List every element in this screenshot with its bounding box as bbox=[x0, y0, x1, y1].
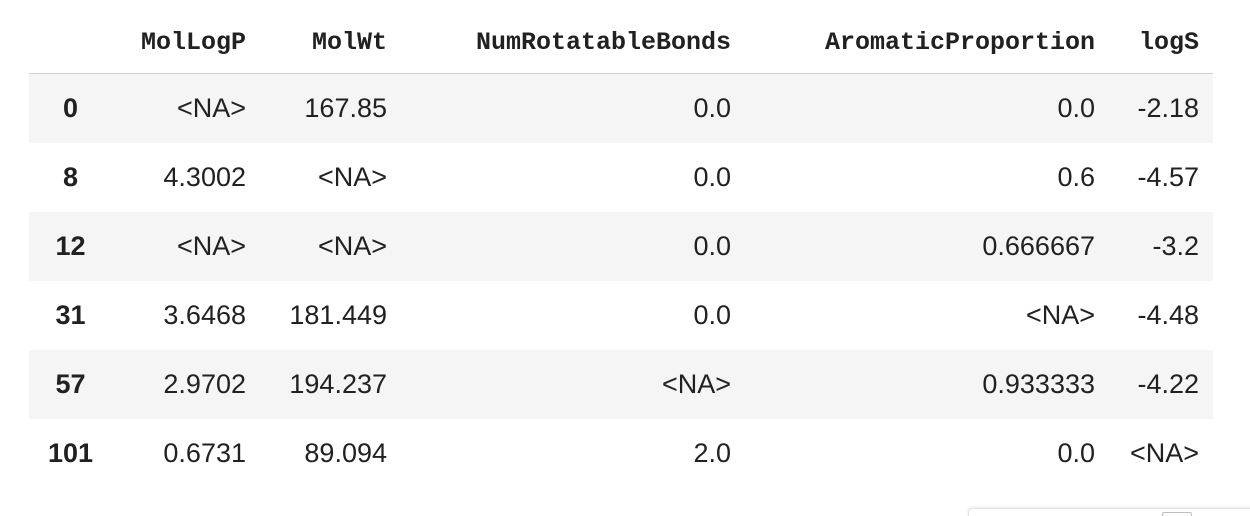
row-index: 31 bbox=[55, 300, 86, 330]
table-cell: 0.933333 bbox=[982, 369, 1095, 399]
table-cell: 0.6731 bbox=[163, 438, 246, 468]
table-cell: 167.85 bbox=[304, 93, 387, 123]
column-header-logs: logS bbox=[1109, 11, 1213, 74]
table-row: 12 <NA> <NA> 0.0 0.666667 -3.2 bbox=[29, 212, 1213, 281]
table-cell: 0.0 bbox=[1057, 438, 1095, 468]
table-cell: 4.3002 bbox=[163, 162, 246, 192]
table-cell: 0.666667 bbox=[982, 231, 1095, 261]
table-cell: -4.48 bbox=[1137, 300, 1199, 330]
table-row: 0 <NA> 167.85 0.0 0.0 -2.18 bbox=[29, 73, 1213, 143]
table-cell: <NA> bbox=[317, 231, 387, 261]
table-row: 57 2.9702 194.237 <NA> 0.933333 -4.22 bbox=[29, 350, 1213, 419]
table-row: 101 0.6731 89.094 2.0 0.0 <NA> bbox=[29, 419, 1213, 488]
table-cell: 2.0 bbox=[693, 438, 731, 468]
row-index: 0 bbox=[62, 93, 79, 123]
table-cell: <NA> bbox=[661, 369, 731, 399]
table-row: 8 4.3002 <NA> 0.0 0.6 -4.57 bbox=[29, 143, 1213, 212]
table-cell: 0.0 bbox=[693, 162, 731, 192]
column-header-numrotatablebonds: NumRotatableBonds bbox=[401, 11, 745, 74]
table-cell: 194.237 bbox=[289, 369, 387, 399]
table-cell: -4.57 bbox=[1137, 162, 1199, 192]
column-header-aromaticproportion: AromaticProportion bbox=[745, 11, 1109, 74]
table-cell: 2.9702 bbox=[163, 369, 246, 399]
table-cell: -3.2 bbox=[1152, 231, 1199, 261]
table-cell: -4.22 bbox=[1137, 369, 1199, 399]
table-cell: <NA> bbox=[176, 231, 246, 261]
column-header-mollogp: MolLogP bbox=[112, 11, 260, 74]
row-index: 12 bbox=[55, 231, 86, 261]
table-cell: 0.6 bbox=[1057, 162, 1095, 192]
table-cell: <NA> bbox=[317, 162, 387, 192]
output-toolbar bbox=[968, 508, 1250, 516]
column-header-molwt: MolWt bbox=[260, 11, 401, 74]
table-cell: <NA> bbox=[1129, 438, 1199, 468]
table-cell: 89.094 bbox=[304, 438, 387, 468]
dataframe-table: MolLogP MolWt NumRotatableBonds Aromatic… bbox=[29, 11, 1213, 488]
table-cell: <NA> bbox=[176, 93, 246, 123]
table-cell: -2.18 bbox=[1137, 93, 1199, 123]
header-row: MolLogP MolWt NumRotatableBonds Aromatic… bbox=[29, 11, 1213, 74]
table-cell: 0.0 bbox=[693, 300, 731, 330]
table-cell: 0.0 bbox=[693, 231, 731, 261]
row-index: 101 bbox=[47, 438, 94, 468]
table-cell: 0.0 bbox=[1057, 93, 1095, 123]
table-cell: <NA> bbox=[1025, 300, 1095, 330]
table-row: 31 3.6468 181.449 0.0 <NA> -4.48 bbox=[29, 281, 1213, 350]
column-header-index bbox=[29, 11, 112, 74]
row-index: 8 bbox=[62, 162, 79, 192]
table-cell: 3.6468 bbox=[163, 300, 246, 330]
toolbar-button[interactable] bbox=[1162, 512, 1192, 516]
row-index: 57 bbox=[55, 369, 86, 399]
table-cell: 181.449 bbox=[289, 300, 387, 330]
table-cell: 0.0 bbox=[693, 93, 731, 123]
